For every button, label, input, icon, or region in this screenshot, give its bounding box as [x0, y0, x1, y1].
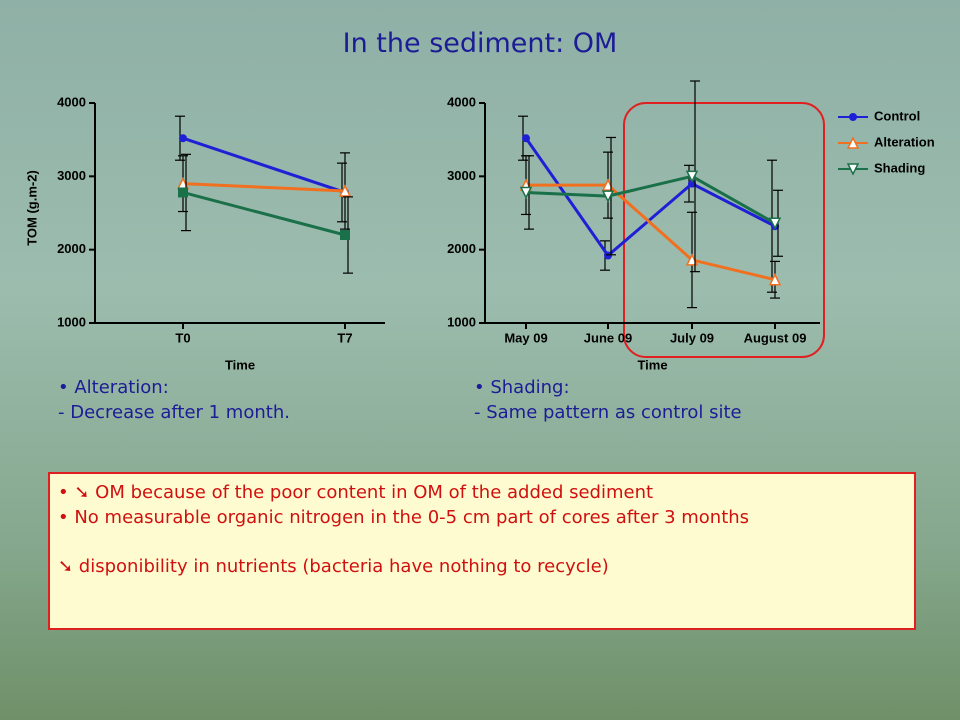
- x-tick-label: July 09: [670, 330, 714, 345]
- note-line: - Decrease after 1 month.: [58, 402, 290, 423]
- point: [846, 136, 860, 149]
- series-line: [526, 183, 776, 282]
- slide-title: In the sediment: OM: [342, 28, 618, 59]
- point: [179, 134, 187, 143]
- point: [519, 186, 533, 200]
- point: [604, 251, 612, 260]
- y-tick-label: 1000: [57, 314, 86, 329]
- note-left: • Alteration: - Decrease after 1 month.: [58, 375, 290, 425]
- series-line: [182, 182, 346, 193]
- x-tick-label: June 09: [584, 330, 632, 345]
- note-line: • Shading:: [474, 377, 570, 398]
- point: [846, 163, 860, 176]
- point: [601, 190, 615, 203]
- point: [178, 187, 188, 198]
- highlight: [623, 102, 825, 358]
- y-axis-label: TOM (g.m-2): [24, 170, 39, 246]
- point: [768, 273, 782, 286]
- point: [849, 113, 857, 121]
- series-line: [525, 174, 776, 225]
- point: [688, 179, 696, 188]
- note-text: Alteration:: [74, 377, 169, 398]
- conclusion-box: • ➘ OM because of the poor content in OM…: [48, 472, 916, 630]
- charts: 1000 2000 3000 4000 T0 T7 Time TOM (g.m-2) 1000 2…: [24, 80, 935, 372]
- note-right: • Shading: - Same pattern as control sit…: [474, 375, 742, 425]
- box-text: ➘ OM because of the poor content in OM o…: [74, 482, 654, 503]
- legend-label: Control: [874, 108, 920, 123]
- point: [768, 217, 782, 230]
- legend-label: Alteration: [874, 134, 935, 149]
- note-line: - Same pattern as control site: [474, 402, 742, 423]
- y-tick-label: 2000: [57, 241, 86, 256]
- x-axis-label: Time: [225, 357, 255, 372]
- box-line: • ➘ OM because of the poor content in OM…: [58, 482, 654, 503]
- note-text: Shading:: [490, 377, 570, 398]
- y-tick-label: 4000: [447, 94, 476, 109]
- y-tick-label: 3000: [447, 168, 476, 183]
- box-line: • No measurable organic nitrogen in the …: [58, 507, 750, 528]
- series-line: [182, 136, 346, 194]
- point: [522, 134, 530, 143]
- series-line: [182, 191, 346, 237]
- series-line: [524, 137, 776, 258]
- y-tick-label: 3000: [57, 168, 86, 183]
- box-text: No measurable organic nitrogen in the 0-…: [74, 507, 750, 528]
- point: [685, 170, 699, 184]
- legend-label: Shading: [874, 160, 925, 175]
- x-tick-label: August 09: [744, 330, 807, 345]
- box-line: ➘ disponibility in nutrients (bacteria h…: [58, 556, 609, 577]
- y-tick-label: 2000: [447, 241, 476, 256]
- x-tick-label: T7: [337, 330, 352, 345]
- x-axis-label: Time: [637, 357, 667, 372]
- y-tick-label: 4000: [57, 94, 86, 109]
- note-line: • Alteration:: [58, 377, 169, 398]
- point: [340, 230, 350, 240]
- y-tick-label: 1000: [447, 314, 476, 329]
- x-tick-label: May 09: [504, 330, 547, 345]
- point: [338, 184, 352, 197]
- x-tick-label: T0: [175, 330, 190, 345]
